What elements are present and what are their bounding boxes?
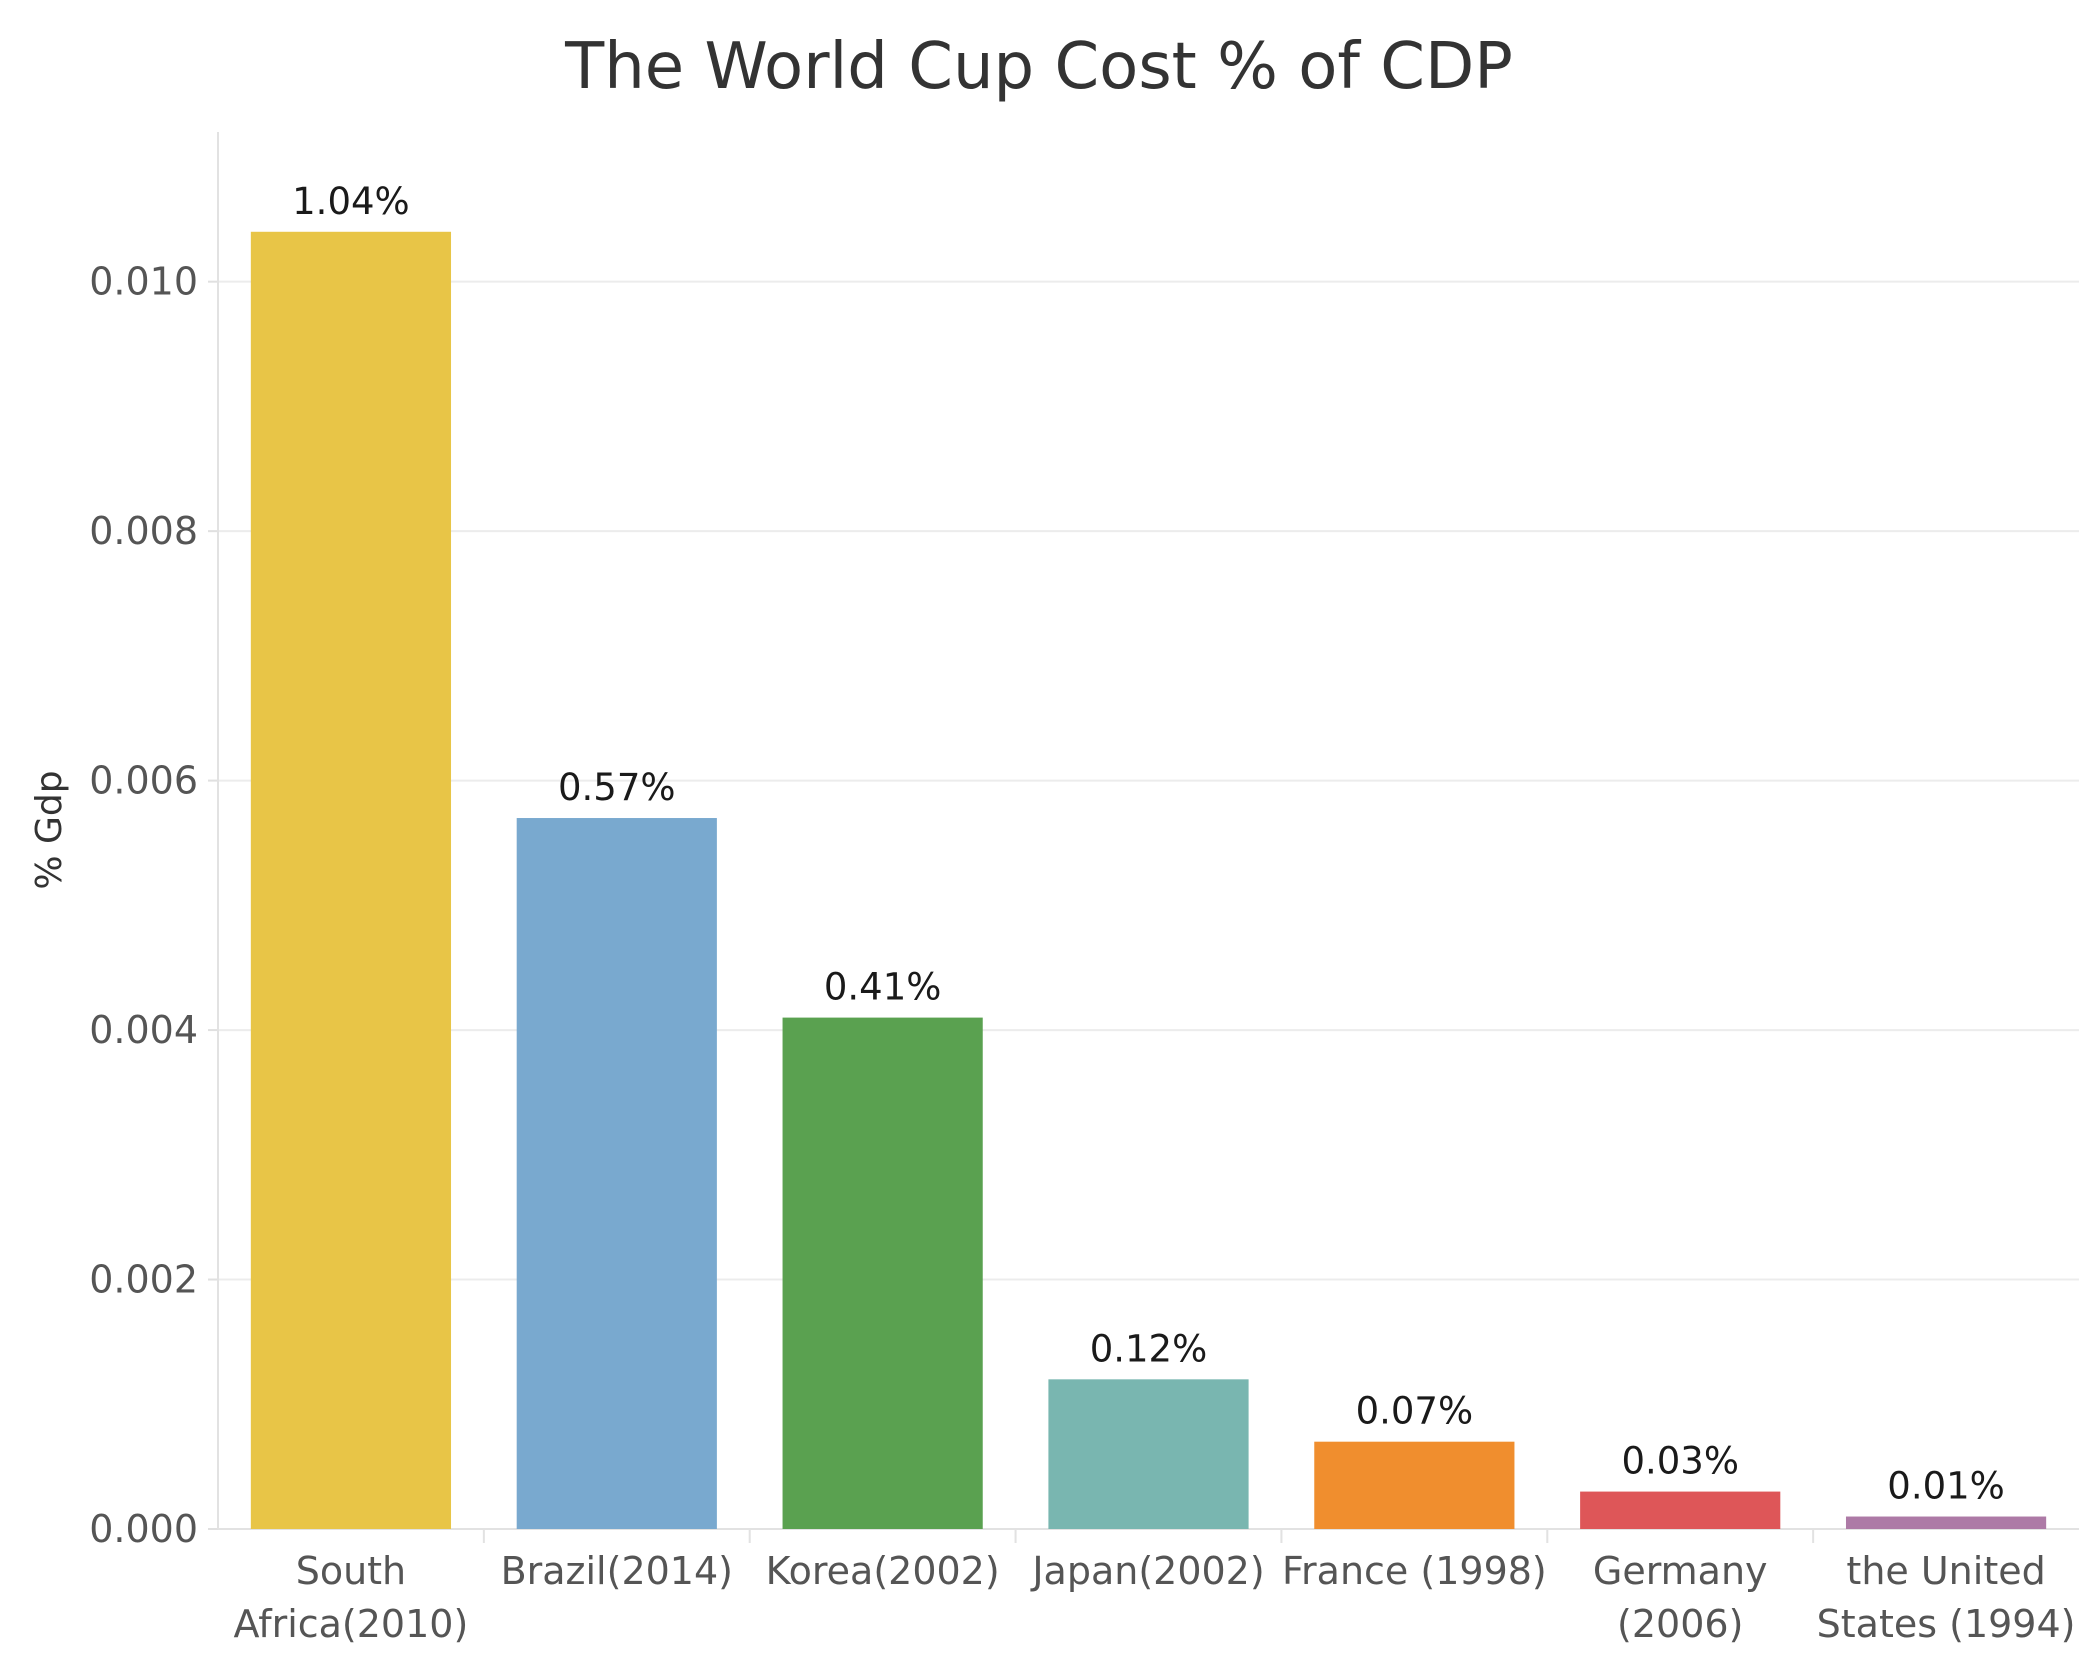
x-category-label: South — [296, 1549, 406, 1593]
bar — [782, 1017, 983, 1529]
y-tick-label: 0.004 — [89, 1008, 198, 1052]
y-tick-label: 0.000 — [89, 1507, 198, 1551]
y-axis-label: % Gdp — [29, 770, 70, 889]
bar-value-label: 0.07% — [1356, 1390, 1474, 1433]
bar-value-label: 0.41% — [824, 966, 942, 1009]
x-category-label: Korea(2002) — [766, 1549, 1000, 1593]
x-category-label: the United — [1846, 1549, 2045, 1593]
x-category-label: Brazil(2014) — [501, 1549, 733, 1593]
y-tick-label: 0.006 — [89, 759, 198, 803]
bar-value-label: 0.57% — [558, 766, 676, 809]
bar — [1314, 1441, 1515, 1529]
x-category-label: Germany — [1593, 1549, 1768, 1593]
chart-title: The World Cup Cost % of CDP — [564, 30, 1513, 104]
x-category-label: Africa(2010) — [234, 1602, 469, 1646]
bar-value-label: 0.12% — [1090, 1327, 1208, 1370]
y-tick-label: 0.010 — [89, 260, 198, 304]
bar — [1048, 1379, 1249, 1529]
data-labels: 1.04% 0.57% 0.41% 0.12% 0.07% 0.03% 0.01% — [292, 180, 2005, 1508]
bar — [1845, 1516, 2047, 1529]
x-category-label: France (1998) — [1282, 1549, 1547, 1593]
bars — [250, 231, 2047, 1529]
category-labels: South Africa(2010) Brazil(2014) Korea(2002)… — [234, 1549, 2076, 1646]
y-tick-labels: 0.000 0.002 0.004 0.006 0.008 0.010 — [89, 260, 198, 1551]
bar-value-label: 0.03% — [1621, 1440, 1739, 1483]
gridlines — [218, 280, 2079, 1281]
bar — [1580, 1491, 1781, 1529]
y-tick-label: 0.008 — [89, 509, 198, 553]
bar-value-label: 1.04% — [292, 180, 410, 223]
bar — [516, 818, 717, 1529]
bar — [250, 231, 452, 1529]
x-category-label: (2006) — [1617, 1602, 1743, 1646]
bar-value-label: 0.01% — [1887, 1465, 2005, 1508]
y-tick-label: 0.002 — [89, 1258, 198, 1302]
x-category-label: Japan(2002) — [1030, 1549, 1264, 1593]
x-category-label: States (1994) — [1817, 1602, 2076, 1646]
